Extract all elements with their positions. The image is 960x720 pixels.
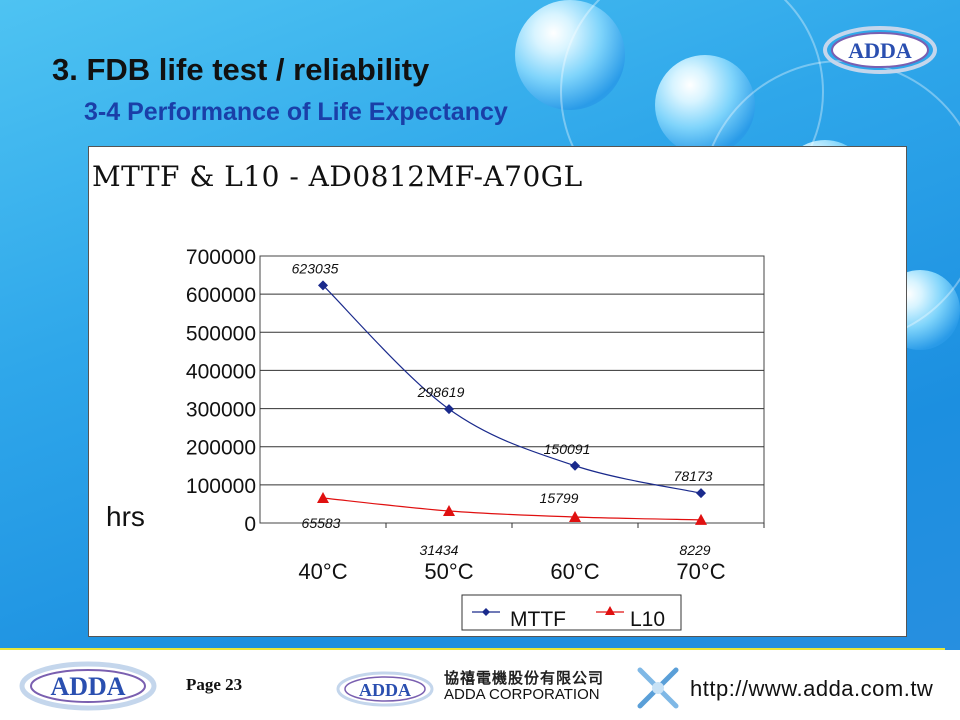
chart-title: MTTF & L10 - AD0812MF-A70GL	[92, 160, 583, 193]
data-label-mttf: 150091	[544, 441, 591, 457]
data-label-l10: 15799	[540, 490, 579, 506]
legend-label-l10: L10	[630, 608, 665, 631]
series-line-mttf	[322, 284, 702, 494]
legend-label-mttf: MTTF	[510, 608, 566, 631]
slide-subtitle: 3-4 Performance of Life Expectancy	[84, 98, 508, 126]
company-name-cn: 協禧電機股份有限公司	[444, 670, 605, 687]
y-axis-label: hrs	[106, 501, 145, 532]
data-point-mttf	[444, 404, 454, 415]
y-tick-label: 600000	[186, 284, 256, 307]
footer-logo-left: ADDA	[19, 661, 157, 711]
footer-logo-mid: ADDA	[336, 671, 434, 707]
svg-text:ADDA: ADDA	[50, 672, 125, 701]
x-tick-label: 60°C	[550, 559, 599, 584]
data-point-l10	[569, 510, 581, 522]
series-line-l10	[322, 497, 702, 521]
data-point-mttf	[318, 280, 328, 291]
y-tick-label: 500000	[186, 322, 256, 345]
adda-logo: ADDA	[823, 26, 937, 74]
data-point-mttf	[696, 488, 706, 499]
y-tick-label: 100000	[186, 475, 256, 498]
footer-bar	[0, 650, 960, 720]
footer-divider	[0, 648, 945, 650]
legend: MTTF L10	[461, 594, 682, 631]
data-label-mttf: 298619	[417, 384, 465, 400]
data-point-l10	[695, 513, 707, 525]
data-label-mttf: 78173	[674, 468, 713, 484]
slide-title: 3. FDB life test / reliability	[52, 52, 430, 87]
data-point-l10	[443, 505, 455, 517]
svg-text:ADDA: ADDA	[848, 38, 912, 63]
legend-marker-l10	[605, 606, 615, 615]
plot-area	[259, 255, 765, 524]
x-tick-label: 40°C	[298, 559, 347, 584]
y-tick-label: 0	[244, 513, 256, 536]
y-tick-label: 700000	[186, 246, 256, 269]
data-point-l10	[317, 491, 329, 503]
data-point-mttf	[570, 460, 580, 471]
y-tick-label: 300000	[186, 399, 256, 422]
company-name-en: ADDA CORPORATION	[444, 686, 600, 703]
data-label-mttf: 623035	[292, 260, 339, 276]
data-label-l10: 65583	[302, 515, 341, 531]
swirl-icon	[637, 667, 679, 709]
y-tick-label: 400000	[186, 360, 256, 383]
page-number: Page 23	[186, 675, 243, 694]
website-url[interactable]: http://www.adda.com.tw	[690, 676, 934, 701]
svg-text:ADDA: ADDA	[359, 680, 411, 700]
x-tick-label: 50°C	[424, 559, 473, 584]
legend-marker-mttf	[482, 608, 490, 616]
x-tick-label: 70°C	[676, 559, 725, 584]
y-tick-label: 200000	[186, 437, 256, 460]
data-label-l10: 31434	[420, 542, 459, 558]
data-label-l10: 8229	[679, 542, 710, 558]
